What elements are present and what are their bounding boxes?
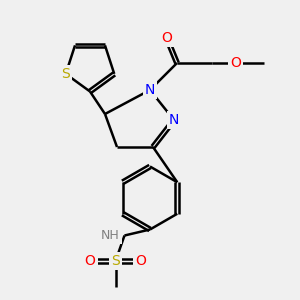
Text: O: O bbox=[136, 254, 146, 268]
Text: S: S bbox=[111, 254, 120, 268]
Text: N: N bbox=[145, 83, 155, 97]
Text: O: O bbox=[85, 254, 95, 268]
Text: N: N bbox=[169, 113, 179, 127]
Text: NH: NH bbox=[101, 229, 120, 242]
Text: O: O bbox=[161, 31, 172, 44]
Text: O: O bbox=[230, 56, 241, 70]
Text: S: S bbox=[61, 67, 70, 81]
